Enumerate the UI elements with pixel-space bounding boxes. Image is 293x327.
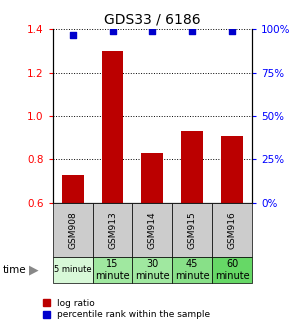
- Text: 45
minute: 45 minute: [175, 259, 209, 281]
- Text: GSM914: GSM914: [148, 211, 157, 249]
- Bar: [102, 51, 123, 203]
- Text: 60
minute: 60 minute: [215, 259, 249, 281]
- Point: [70, 32, 75, 37]
- Title: GDS33 / 6186: GDS33 / 6186: [104, 13, 201, 27]
- Point: [110, 28, 115, 34]
- Text: 15
minute: 15 minute: [95, 259, 130, 281]
- Bar: [62, 175, 84, 203]
- Text: time: time: [3, 265, 27, 275]
- Text: 30
minute: 30 minute: [135, 259, 170, 281]
- Point: [190, 28, 195, 34]
- Text: 5 minute: 5 minute: [54, 265, 91, 274]
- Point: [150, 28, 155, 34]
- Point: [230, 28, 234, 34]
- Text: GSM915: GSM915: [188, 211, 197, 249]
- Text: GSM908: GSM908: [68, 211, 77, 249]
- Bar: [181, 131, 203, 203]
- Text: ▶: ▶: [29, 263, 39, 276]
- Bar: [142, 153, 163, 203]
- Bar: [221, 136, 243, 203]
- Legend: log ratio, percentile rank within the sample: log ratio, percentile rank within the sa…: [42, 299, 210, 319]
- Text: GSM913: GSM913: [108, 211, 117, 249]
- Text: GSM916: GSM916: [228, 211, 236, 249]
